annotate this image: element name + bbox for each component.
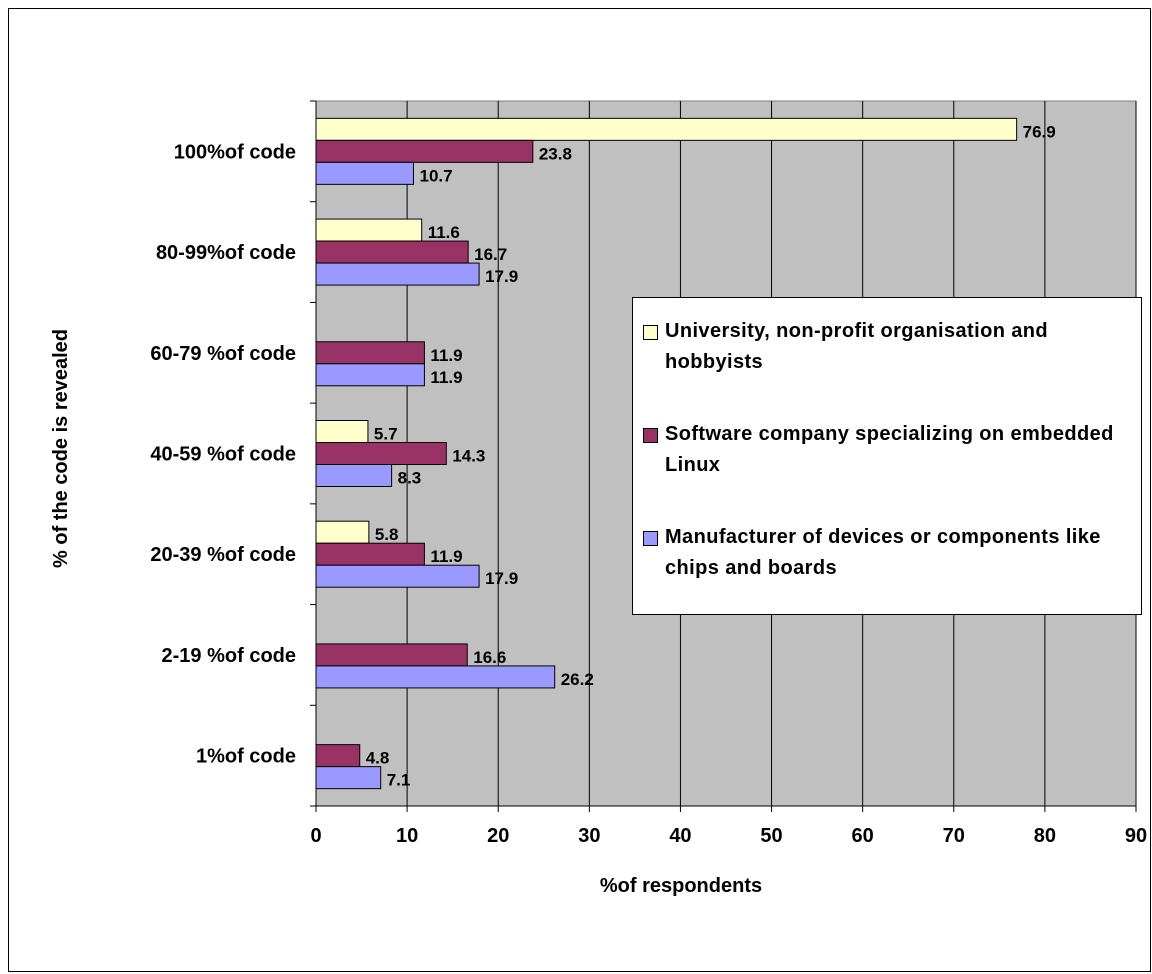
bar bbox=[315, 643, 468, 667]
bar bbox=[315, 665, 556, 689]
legend-swatch-icon bbox=[643, 325, 658, 340]
category-label: 100%of code bbox=[174, 141, 296, 163]
data-label: 8.3 bbox=[398, 469, 422, 488]
bar bbox=[315, 766, 382, 790]
x-tick-label: 70 bbox=[943, 825, 965, 847]
x-tick-label: 80 bbox=[1034, 825, 1056, 847]
data-label: 5.7 bbox=[374, 425, 398, 444]
legend-swatch-icon bbox=[643, 428, 658, 443]
axes: 0 10 20 30 40 50 60 70 80 90 100%of code 80-99%of c… bbox=[150, 100, 1147, 847]
category-label: 60-79 %of code bbox=[150, 343, 296, 365]
legend-item-university: University, non-profit organisation and … bbox=[643, 316, 1133, 378]
legend-item-software-company: Software company specializing on embedde… bbox=[643, 419, 1133, 481]
bar bbox=[315, 139, 534, 163]
data-label: 26.2 bbox=[561, 670, 594, 689]
x-tick-label: 10 bbox=[396, 825, 418, 847]
data-label: 11.9 bbox=[430, 368, 462, 387]
legend-label: Manufacturer of devices or components li… bbox=[665, 526, 1101, 579]
data-label: 23.8 bbox=[539, 144, 572, 163]
data-label: 7.1 bbox=[387, 771, 411, 790]
bars bbox=[315, 117, 1018, 790]
data-label: 16.7 bbox=[474, 245, 507, 264]
data-label: 76.9 bbox=[1023, 122, 1056, 141]
bar bbox=[315, 117, 1018, 141]
data-label: 11.6 bbox=[428, 223, 460, 242]
bar bbox=[315, 520, 370, 544]
gridlines bbox=[406, 101, 1137, 806]
data-label: 11.9 bbox=[430, 547, 462, 566]
category-label: 2-19 %of code bbox=[162, 645, 296, 667]
x-tick-label: 0 bbox=[310, 825, 321, 847]
bar bbox=[315, 420, 369, 443]
legend-label: University, non-profit organisation and … bbox=[665, 320, 1049, 373]
bar bbox=[315, 464, 393, 487]
data-label: 16.6 bbox=[473, 648, 506, 667]
category-label: 40-59 %of code bbox=[150, 444, 296, 466]
x-tick-label: 90 bbox=[1125, 825, 1147, 847]
data-labels: 76.9 23.8 10.7 11.6 16.7 17.9 11.9 11.9 5.7 14.3 8… bbox=[366, 122, 1056, 789]
bar bbox=[315, 262, 480, 286]
legend-swatch-icon bbox=[643, 531, 658, 546]
category-label: 1%of code bbox=[196, 746, 296, 768]
x-axis-label: %of respondents bbox=[600, 875, 762, 897]
bar bbox=[315, 564, 480, 588]
y-axis-label: % of the code is revealed bbox=[50, 329, 72, 568]
bar bbox=[315, 218, 423, 242]
data-label: 17.9 bbox=[485, 267, 518, 286]
bar bbox=[315, 240, 469, 264]
x-tick-label: 40 bbox=[669, 825, 691, 847]
data-label: 4.8 bbox=[366, 749, 390, 768]
category-label: 20-39 %of code bbox=[150, 544, 296, 566]
legend-label: Software company specializing on embedde… bbox=[665, 423, 1114, 476]
bar bbox=[315, 442, 447, 465]
legend-item-manufacturer: Manufacturer of devices or components li… bbox=[643, 522, 1133, 584]
x-tick-label: 20 bbox=[487, 825, 509, 847]
data-label: 14.3 bbox=[452, 447, 485, 466]
data-label: 10.7 bbox=[419, 166, 452, 185]
data-label: 17.9 bbox=[485, 569, 518, 588]
x-tick-label: 50 bbox=[760, 825, 782, 847]
data-label: 11.9 bbox=[430, 346, 462, 365]
bar bbox=[315, 542, 425, 566]
x-tick-label: 60 bbox=[852, 825, 874, 847]
bar bbox=[315, 341, 425, 365]
bar bbox=[315, 363, 425, 387]
bar bbox=[315, 744, 361, 768]
bar bbox=[315, 161, 414, 185]
x-tick-label: 30 bbox=[578, 825, 600, 847]
data-label: 5.8 bbox=[375, 525, 399, 544]
legend: University, non-profit organisation and … bbox=[632, 297, 1142, 615]
category-label: 80-99%of code bbox=[156, 242, 296, 264]
